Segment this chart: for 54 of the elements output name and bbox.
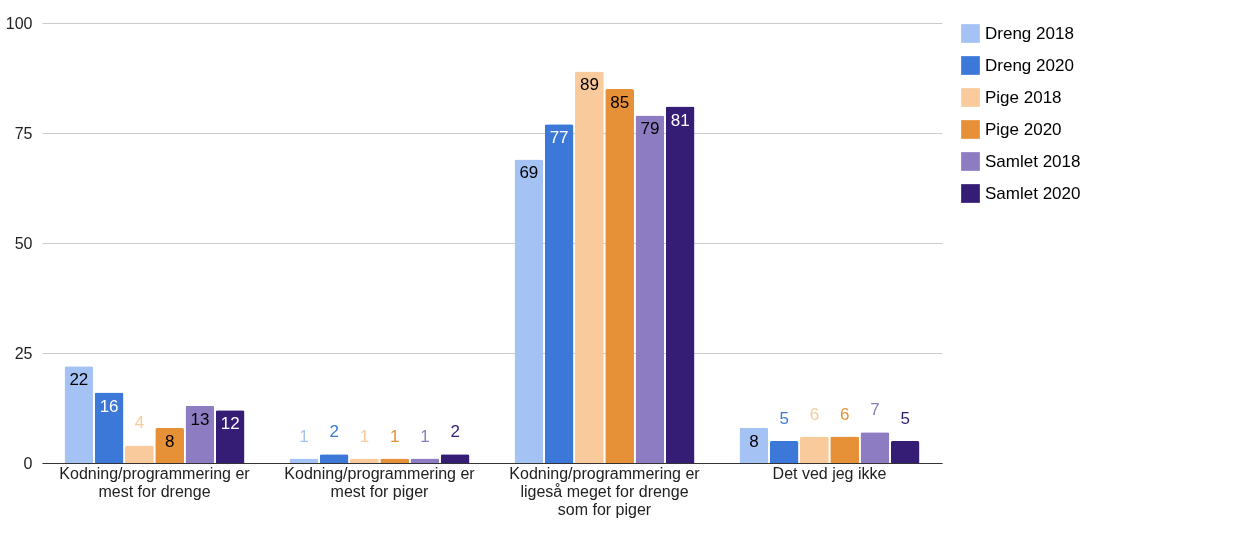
legend-label: Pige 2018: [985, 87, 1062, 107]
data-label: 2: [450, 422, 460, 442]
data-label: 89: [579, 75, 599, 95]
bar: [64, 366, 94, 463]
legend-label: Dreng 2020: [985, 55, 1074, 75]
bar: [769, 441, 799, 463]
bar: [605, 89, 634, 463]
data-label: 1: [420, 426, 430, 446]
data-label: 22: [69, 370, 89, 390]
data-label: 4: [134, 413, 145, 433]
data-label: 7: [870, 400, 880, 420]
legend-label: Samlet 2020: [985, 183, 1081, 203]
bar: [890, 441, 920, 463]
data-label: 12: [220, 414, 240, 434]
data-label: 69: [519, 163, 539, 183]
data-label: 16: [99, 396, 119, 416]
bar: [800, 436, 829, 463]
bar: [860, 432, 890, 463]
y-tick-label: 100: [5, 14, 33, 32]
data-label: 85: [610, 93, 630, 112]
y-tick-label: 25: [14, 344, 33, 362]
bar: [514, 159, 544, 463]
bar: [125, 445, 154, 463]
bar: [94, 392, 124, 463]
data-label: 2: [329, 422, 339, 442]
data-label: 6: [809, 404, 820, 424]
data-label: 5: [779, 409, 789, 428]
legend-label: Dreng 2018: [985, 23, 1074, 43]
data-label: 77: [549, 128, 569, 148]
data-label: 5: [900, 409, 910, 428]
bar: [739, 427, 769, 463]
data-label: 8: [749, 431, 759, 451]
data-label: 1: [389, 426, 400, 446]
data-label: 81: [670, 110, 690, 130]
data-label: 1: [299, 426, 309, 446]
bar: [544, 124, 574, 463]
x-tick-label: Det ved jeg ikke: [772, 464, 887, 482]
legend-label: Pige 2020: [985, 119, 1062, 139]
data-label: 79: [640, 119, 660, 139]
y-tick-label: 50: [14, 234, 33, 252]
x-tick-label: Kodning/programmering er mest for piger: [284, 464, 476, 500]
bar: [665, 106, 695, 463]
data-label: 13: [190, 409, 210, 429]
data-label: 6: [839, 404, 850, 424]
x-tick-label: Kodning/programmering er mest for drenge: [59, 464, 251, 500]
legend-label: Samlet 2018: [985, 151, 1081, 171]
data-label: 1: [359, 426, 370, 446]
bar: [830, 436, 859, 463]
y-tick-label: 0: [23, 454, 33, 472]
bar: [635, 115, 665, 463]
data-label: 8: [164, 431, 175, 451]
bar: [575, 71, 604, 463]
x-tick-label: Kodning/programmering er ligeså meget for drenge som for piger: [509, 464, 701, 518]
y-tick-label: 75: [14, 124, 33, 142]
